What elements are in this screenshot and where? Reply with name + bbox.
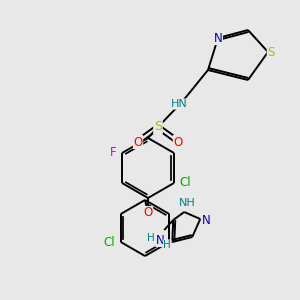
Text: H: H [148,233,155,243]
Text: Cl: Cl [103,236,115,248]
Text: N: N [202,214,211,227]
Text: NH: NH [179,198,196,208]
Text: Cl: Cl [179,176,191,190]
Text: N: N [156,233,165,247]
Text: S: S [154,121,162,134]
Text: O: O [173,136,183,148]
Text: S: S [267,46,275,59]
Text: N: N [214,32,222,44]
Text: O: O [134,136,142,148]
Text: O: O [143,206,153,220]
Text: F: F [110,146,116,160]
Text: HN: HN [171,99,188,109]
Text: H: H [164,240,171,250]
